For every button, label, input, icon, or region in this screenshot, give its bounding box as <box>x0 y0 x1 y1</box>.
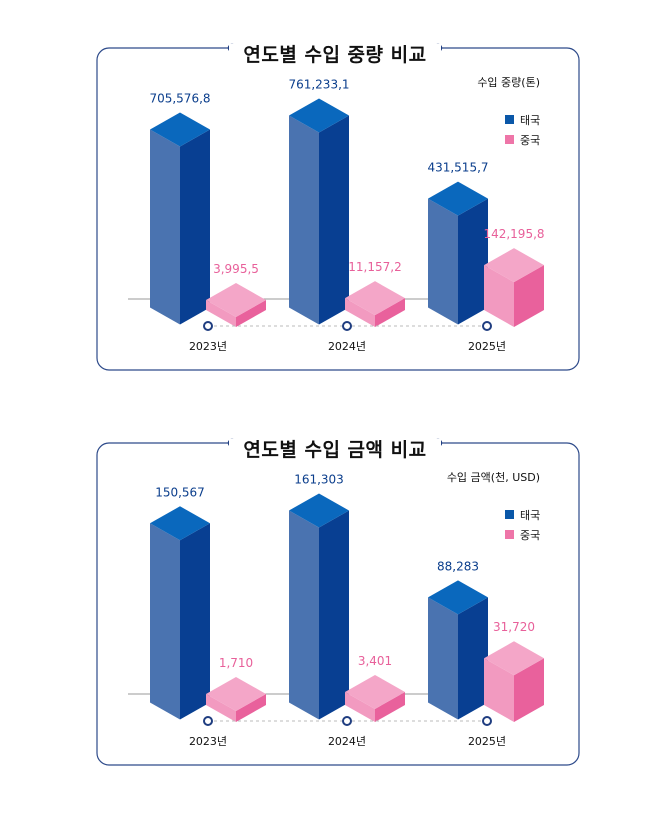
bar-태국-2-side <box>458 198 488 325</box>
legend-swatch-1 <box>505 530 514 539</box>
bar-중국-0-side <box>236 299 266 327</box>
value-label-태국-2: 88,283 <box>437 559 479 573</box>
category-label-0: 2023년 <box>189 735 227 748</box>
category-dot-2 <box>482 321 492 331</box>
value-label-태국-1: 761,233,1 <box>288 78 349 92</box>
bar-중국-1-front <box>345 691 375 722</box>
bar-태국-0-front <box>150 129 180 325</box>
bar-태국-2-front <box>428 198 458 325</box>
weight-chart-title: 연도별 수입 중량 비교 <box>229 44 441 66</box>
bar-중국-0-front <box>206 693 236 722</box>
value-label-중국-1: 11,157,2 <box>348 260 401 274</box>
category-label-1: 2024년 <box>328 340 366 353</box>
category-dot-2 <box>482 716 492 726</box>
legend-swatch-0 <box>505 115 514 124</box>
bar-태국-1-front <box>289 115 319 325</box>
bar-태국-0-front <box>150 523 180 720</box>
bar-중국-0-top <box>206 676 266 711</box>
value-label-태국-2: 431,515,7 <box>427 161 488 175</box>
legend-label-0: 태국 <box>520 509 540 522</box>
bar-태국-2-top <box>428 580 488 615</box>
value-label-중국-1: 3,401 <box>358 654 392 668</box>
value-label-중국-0: 3,995,5 <box>213 262 259 276</box>
category-dot-0 <box>203 716 213 726</box>
value-label-중국-2: 142,195,8 <box>483 227 544 241</box>
bar-중국-1-side <box>375 298 405 327</box>
legend-label-1: 중국 <box>520 134 540 147</box>
bar-태국-1-side <box>319 510 349 720</box>
bar-태국-0-top <box>150 112 210 147</box>
legend-label-1: 중국 <box>520 529 540 542</box>
bar-중국-1-side <box>375 691 405 722</box>
bar-중국-2-top <box>484 641 544 676</box>
value-label-태국-1: 161,303 <box>294 473 344 487</box>
bar-중국-2-side <box>514 265 544 327</box>
category-label-2: 2025년 <box>468 735 506 748</box>
bar-태국-2-front <box>428 597 458 720</box>
bar-태국-2-top <box>428 181 488 216</box>
bar-중국-2-side <box>514 658 544 722</box>
legend-unit-label: 수입 금액(천, USD) <box>447 470 540 484</box>
bar-중국-1-top <box>345 281 405 316</box>
bar-중국-1-top <box>345 674 405 709</box>
bar-태국-2-side <box>458 597 488 720</box>
bar-중국-2-front <box>484 265 514 327</box>
bar-중국-1-front <box>345 298 375 327</box>
bar-태국-1-front <box>289 510 319 720</box>
value-label-태국-0: 150,567 <box>155 485 205 499</box>
category-label-2: 2025년 <box>468 340 506 353</box>
bar-태국-0-top <box>150 506 210 541</box>
bar-태국-0-side <box>180 523 210 720</box>
bar-중국-0-front <box>206 299 236 327</box>
legend-swatch-0 <box>505 510 514 519</box>
bar-태국-1-top <box>289 493 349 528</box>
bar-태국-1-top <box>289 98 349 133</box>
legend-label-0: 태국 <box>520 114 540 127</box>
category-dot-0 <box>203 321 213 331</box>
amount-chart-title: 연도별 수입 금액 비교 <box>229 439 441 461</box>
category-dot-1 <box>342 321 352 331</box>
bar-중국-2-top <box>484 248 544 283</box>
bar-태국-1-side <box>319 115 349 325</box>
bar-중국-2-front <box>484 658 514 722</box>
bar-태국-0-side <box>180 129 210 325</box>
bar-중국-0-top <box>206 282 266 317</box>
value-label-태국-0: 705,576,8 <box>149 92 210 106</box>
legend-swatch-1 <box>505 135 514 144</box>
legend-unit-label: 수입 중량(톤) <box>477 76 540 89</box>
category-dot-1 <box>342 716 352 726</box>
category-label-1: 2024년 <box>328 735 366 748</box>
category-label-0: 2023년 <box>189 340 227 353</box>
bar-중국-0-side <box>236 693 266 722</box>
value-label-중국-0: 1,710 <box>219 656 253 670</box>
value-label-중국-2: 31,720 <box>493 620 535 634</box>
